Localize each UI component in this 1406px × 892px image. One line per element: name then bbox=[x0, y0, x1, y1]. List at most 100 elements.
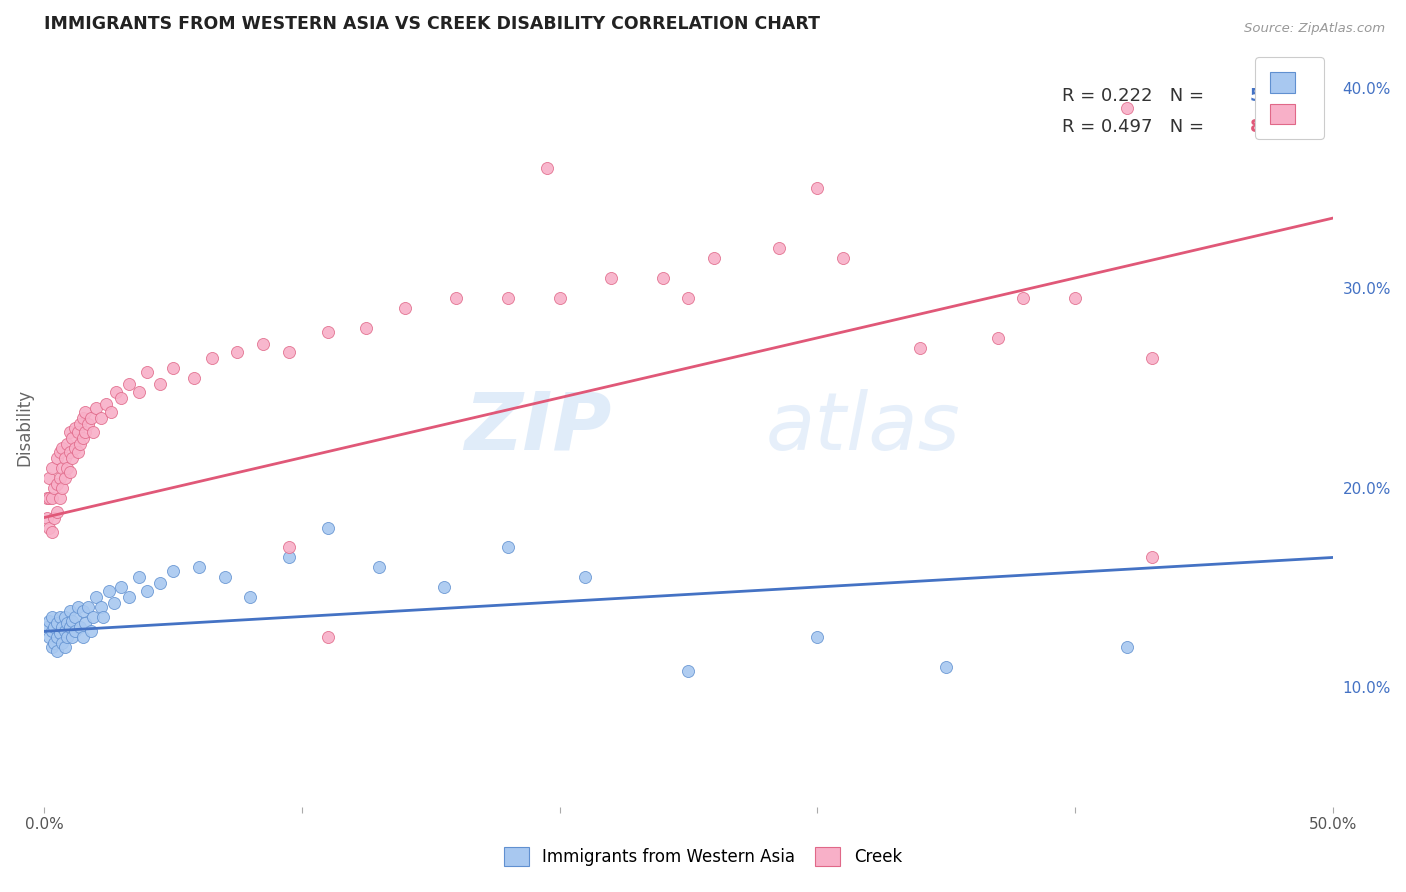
Point bbox=[987, 331, 1010, 345]
Point bbox=[574, 570, 596, 584]
Point bbox=[806, 630, 828, 644]
Point bbox=[44, 620, 66, 634]
Point bbox=[90, 600, 112, 615]
Point bbox=[136, 365, 159, 379]
Point bbox=[252, 337, 274, 351]
Point bbox=[53, 640, 76, 655]
Point bbox=[41, 524, 63, 539]
Point bbox=[44, 481, 66, 495]
Point bbox=[368, 560, 391, 574]
Point bbox=[75, 425, 97, 439]
Point bbox=[1012, 291, 1035, 305]
Point bbox=[278, 344, 301, 359]
Point bbox=[46, 476, 69, 491]
Point bbox=[75, 405, 97, 419]
Point bbox=[53, 610, 76, 624]
Point bbox=[44, 636, 66, 650]
Point bbox=[63, 624, 86, 639]
Point bbox=[56, 436, 79, 450]
Point bbox=[806, 181, 828, 195]
Point bbox=[41, 460, 63, 475]
Point bbox=[46, 504, 69, 518]
Point bbox=[1064, 291, 1087, 305]
Point bbox=[53, 624, 76, 639]
Point bbox=[600, 271, 623, 285]
Point bbox=[239, 591, 262, 605]
Point bbox=[768, 241, 790, 255]
Point bbox=[62, 615, 84, 629]
Point bbox=[72, 630, 94, 644]
Point bbox=[35, 491, 58, 505]
Point bbox=[69, 436, 91, 450]
Point bbox=[38, 630, 60, 644]
Point bbox=[48, 444, 70, 458]
Point bbox=[56, 630, 79, 644]
Point bbox=[41, 491, 63, 505]
Point bbox=[66, 444, 89, 458]
Point bbox=[84, 401, 107, 415]
Point bbox=[82, 425, 104, 439]
Point bbox=[41, 610, 63, 624]
Point bbox=[935, 660, 957, 674]
Point bbox=[1115, 640, 1137, 655]
Point bbox=[149, 576, 172, 591]
Point bbox=[651, 271, 673, 285]
Point bbox=[678, 291, 700, 305]
Point bbox=[38, 470, 60, 484]
Point bbox=[62, 630, 84, 644]
Text: 80: 80 bbox=[1250, 118, 1275, 136]
Point bbox=[82, 610, 104, 624]
Point bbox=[35, 510, 58, 524]
Point bbox=[118, 376, 141, 391]
Text: R = 0.222   N =: R = 0.222 N = bbox=[1062, 87, 1209, 105]
Point bbox=[48, 626, 70, 640]
Point bbox=[53, 450, 76, 465]
Point bbox=[90, 410, 112, 425]
Text: 58: 58 bbox=[1250, 87, 1275, 105]
Point bbox=[94, 397, 117, 411]
Point bbox=[128, 384, 150, 399]
Point bbox=[162, 565, 184, 579]
Point bbox=[51, 441, 73, 455]
Point bbox=[79, 624, 101, 639]
Point bbox=[103, 596, 125, 610]
Point bbox=[201, 351, 224, 365]
Point bbox=[910, 341, 932, 355]
Point bbox=[62, 431, 84, 445]
Point bbox=[48, 470, 70, 484]
Text: ZIP: ZIP bbox=[464, 389, 612, 467]
Point bbox=[48, 491, 70, 505]
Point bbox=[433, 581, 456, 595]
Point bbox=[59, 444, 82, 458]
Point bbox=[46, 616, 69, 631]
Point bbox=[62, 450, 84, 465]
Text: IMMIGRANTS FROM WESTERN ASIA VS CREEK DISABILITY CORRELATION CHART: IMMIGRANTS FROM WESTERN ASIA VS CREEK DI… bbox=[44, 15, 820, 33]
Point bbox=[35, 620, 58, 634]
Point bbox=[110, 581, 132, 595]
Point bbox=[51, 620, 73, 634]
Point bbox=[118, 591, 141, 605]
Point bbox=[59, 465, 82, 479]
Point bbox=[59, 620, 82, 634]
Point bbox=[496, 541, 519, 555]
Point bbox=[69, 620, 91, 634]
Point bbox=[46, 644, 69, 658]
Point bbox=[53, 470, 76, 484]
Point bbox=[56, 616, 79, 631]
Point bbox=[41, 624, 63, 639]
Point bbox=[79, 410, 101, 425]
Text: R = 0.497   N =: R = 0.497 N = bbox=[1062, 118, 1209, 136]
Point bbox=[100, 405, 122, 419]
Point bbox=[72, 431, 94, 445]
Point bbox=[226, 344, 249, 359]
Point bbox=[51, 636, 73, 650]
Text: atlas: atlas bbox=[766, 389, 960, 467]
Point bbox=[105, 384, 128, 399]
Point bbox=[548, 291, 571, 305]
Point bbox=[183, 371, 205, 385]
Point bbox=[75, 616, 97, 631]
Point bbox=[316, 630, 339, 644]
Point bbox=[162, 360, 184, 375]
Point bbox=[316, 325, 339, 339]
Point bbox=[48, 610, 70, 624]
